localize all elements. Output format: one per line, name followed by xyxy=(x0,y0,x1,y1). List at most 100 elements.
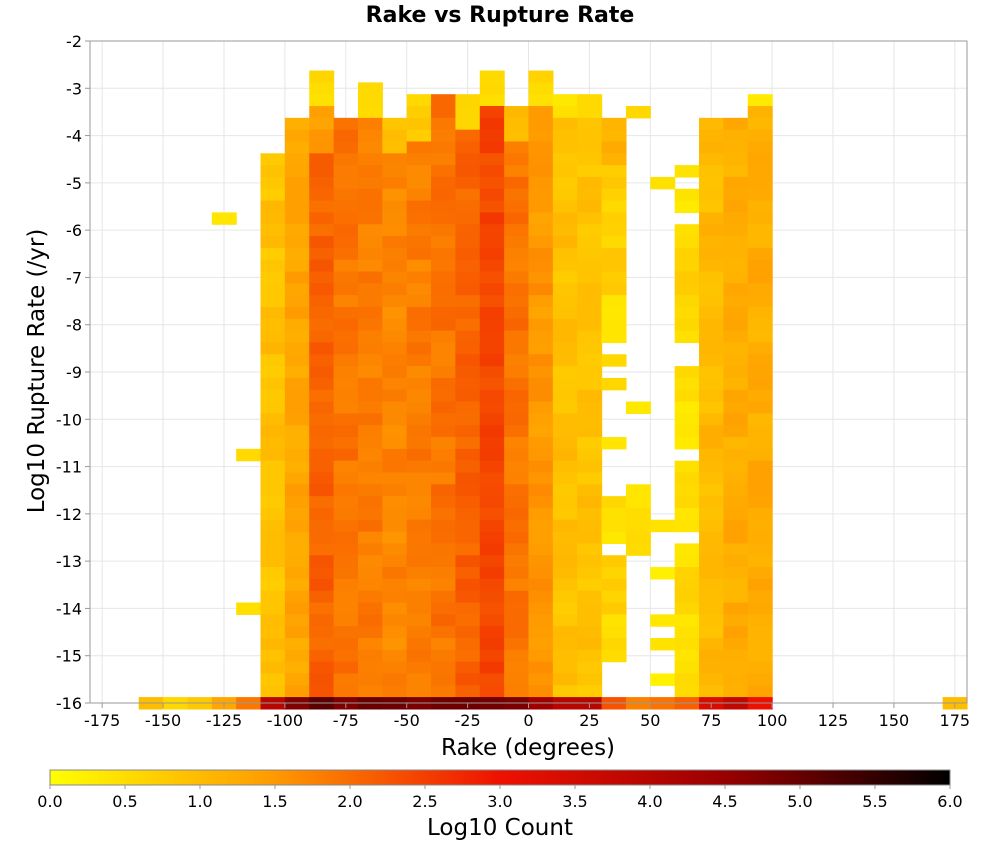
heatmap-cell xyxy=(406,389,432,403)
heatmap-cell xyxy=(650,519,676,533)
heatmap-cell xyxy=(747,259,773,273)
heatmap-cell xyxy=(504,484,530,497)
heatmap-cell xyxy=(699,377,724,391)
heatmap-cell xyxy=(309,496,335,509)
heatmap-cell xyxy=(431,259,457,273)
heatmap-cell xyxy=(406,649,432,663)
heatmap-cell xyxy=(504,366,530,379)
heatmap-cell xyxy=(406,614,432,627)
heatmap-cell xyxy=(577,661,603,675)
heatmap-cell xyxy=(357,578,383,592)
heatmap-cell xyxy=(382,519,408,533)
heatmap-cell xyxy=(504,354,530,367)
heatmap-cell xyxy=(260,389,286,403)
colorbar-tick-label: 0.5 xyxy=(112,792,137,811)
heatmap-cell xyxy=(309,366,335,379)
heatmap-cell xyxy=(357,637,383,651)
heatmap-cell xyxy=(723,306,749,320)
heatmap-cell xyxy=(455,377,481,391)
heatmap-cell xyxy=(455,496,481,509)
heatmap-cell xyxy=(504,567,530,580)
heatmap-cell xyxy=(260,448,286,462)
heatmap-cell xyxy=(260,614,286,627)
heatmap-cell xyxy=(723,531,749,545)
heatmap-cell xyxy=(382,306,408,320)
heatmap-cell xyxy=(357,673,383,686)
heatmap-cell xyxy=(650,673,676,686)
heatmap-cell xyxy=(431,614,457,627)
x-tick-label: 100 xyxy=(757,711,788,730)
heatmap-cell xyxy=(577,259,603,273)
heatmap-cell xyxy=(577,413,603,426)
heatmap-cell xyxy=(431,602,457,615)
heatmap-cell xyxy=(406,141,432,154)
heatmap-cell xyxy=(601,200,627,214)
heatmap-cell xyxy=(674,437,700,450)
x-tick-label: 125 xyxy=(818,711,849,730)
heatmap-cell xyxy=(723,354,749,367)
heatmap-cell xyxy=(309,200,335,214)
heatmap-cell xyxy=(504,425,530,438)
heatmap-cell xyxy=(479,567,505,580)
heatmap-cell xyxy=(455,437,481,450)
heatmap-cell xyxy=(552,236,578,249)
heatmap-cell xyxy=(747,129,773,143)
heatmap-cell xyxy=(577,236,603,249)
heatmap-cell xyxy=(504,224,530,237)
heatmap-cell xyxy=(747,437,773,450)
heatmap-cell xyxy=(699,531,724,545)
heatmap-cell xyxy=(528,236,554,249)
heatmap-cell xyxy=(528,94,554,107)
heatmap-cell xyxy=(309,165,335,178)
colorbar-tick-label: 4.0 xyxy=(637,792,662,811)
heatmap-cell xyxy=(479,649,505,663)
heatmap-cell xyxy=(674,649,700,663)
heatmap-cell xyxy=(504,401,530,414)
heatmap-cell xyxy=(260,649,286,663)
heatmap-cell xyxy=(455,106,481,119)
heatmap-cell xyxy=(284,259,310,273)
heatmap-cell xyxy=(455,531,481,545)
heatmap-cell xyxy=(601,236,627,249)
heatmap-cell xyxy=(674,271,700,284)
heatmap-cell xyxy=(431,212,457,225)
heatmap-cell xyxy=(260,602,286,615)
heatmap-cell xyxy=(333,236,359,249)
heatmap-cell xyxy=(382,224,408,237)
heatmap-cell xyxy=(674,519,700,533)
heatmap-cell xyxy=(479,318,505,332)
heatmap-cell xyxy=(601,377,627,391)
heatmap-cell xyxy=(747,94,773,107)
heatmap-cell xyxy=(309,626,335,639)
colorbar-label: Log10 Count xyxy=(427,815,573,841)
heatmap-cell xyxy=(699,318,724,332)
heatmap-cell xyxy=(699,425,724,438)
heatmap-cell xyxy=(528,626,554,639)
heatmap-cell xyxy=(674,283,700,296)
heatmap-cell xyxy=(309,224,335,237)
heatmap-cell xyxy=(357,271,383,284)
heatmap-cell xyxy=(504,531,530,545)
heatmap-cell xyxy=(723,236,749,249)
y-tick-label: -3 xyxy=(66,79,82,98)
heatmap-cell xyxy=(406,472,432,485)
heatmap-cell xyxy=(333,637,359,651)
heatmap-cell xyxy=(260,590,286,604)
heatmap-cell xyxy=(723,567,749,580)
heatmap-cell xyxy=(723,330,749,344)
heatmap-cell xyxy=(455,614,481,627)
heatmap-cell xyxy=(552,330,578,344)
heatmap-cell xyxy=(284,377,310,391)
heatmap-cell xyxy=(723,318,749,332)
heatmap-cell xyxy=(284,637,310,651)
heatmap-cell xyxy=(333,377,359,391)
heatmap-cell xyxy=(723,649,749,663)
heatmap-cell xyxy=(455,354,481,367)
heatmap-cell xyxy=(723,247,749,261)
heatmap-cell xyxy=(382,165,408,178)
heatmap-cell xyxy=(260,685,286,698)
heatmap-cell xyxy=(382,626,408,639)
heatmap-cell xyxy=(601,330,627,344)
y-tick-label: -13 xyxy=(56,552,82,571)
heatmap-cell xyxy=(723,685,749,698)
